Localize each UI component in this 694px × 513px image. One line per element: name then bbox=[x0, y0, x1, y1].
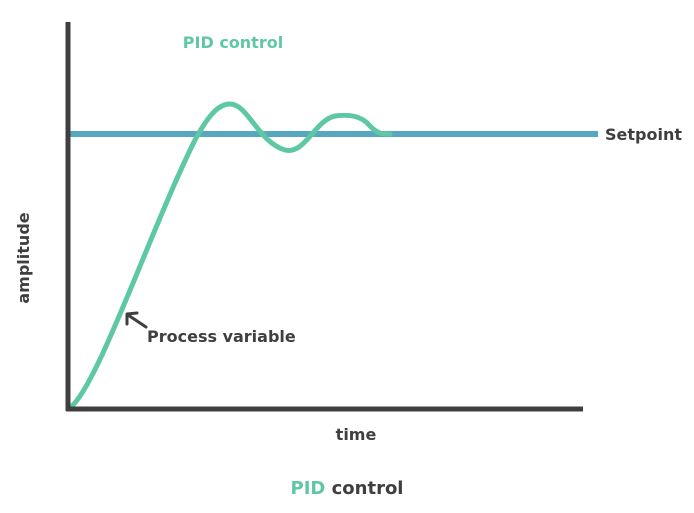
x-axis-label: time bbox=[336, 425, 377, 444]
setpoint-label: Setpoint bbox=[605, 125, 682, 144]
inner-title: PID control bbox=[183, 33, 283, 52]
caption-accent: PID bbox=[290, 478, 326, 499]
y-axis-label: amplitude bbox=[14, 212, 33, 303]
process-variable-arrow bbox=[125, 311, 148, 329]
process-variable-label: Process variable bbox=[147, 327, 296, 346]
process-variable-curve bbox=[65, 101, 393, 412]
caption-rest: control bbox=[325, 478, 404, 499]
figure-caption: PID control bbox=[0, 478, 694, 499]
